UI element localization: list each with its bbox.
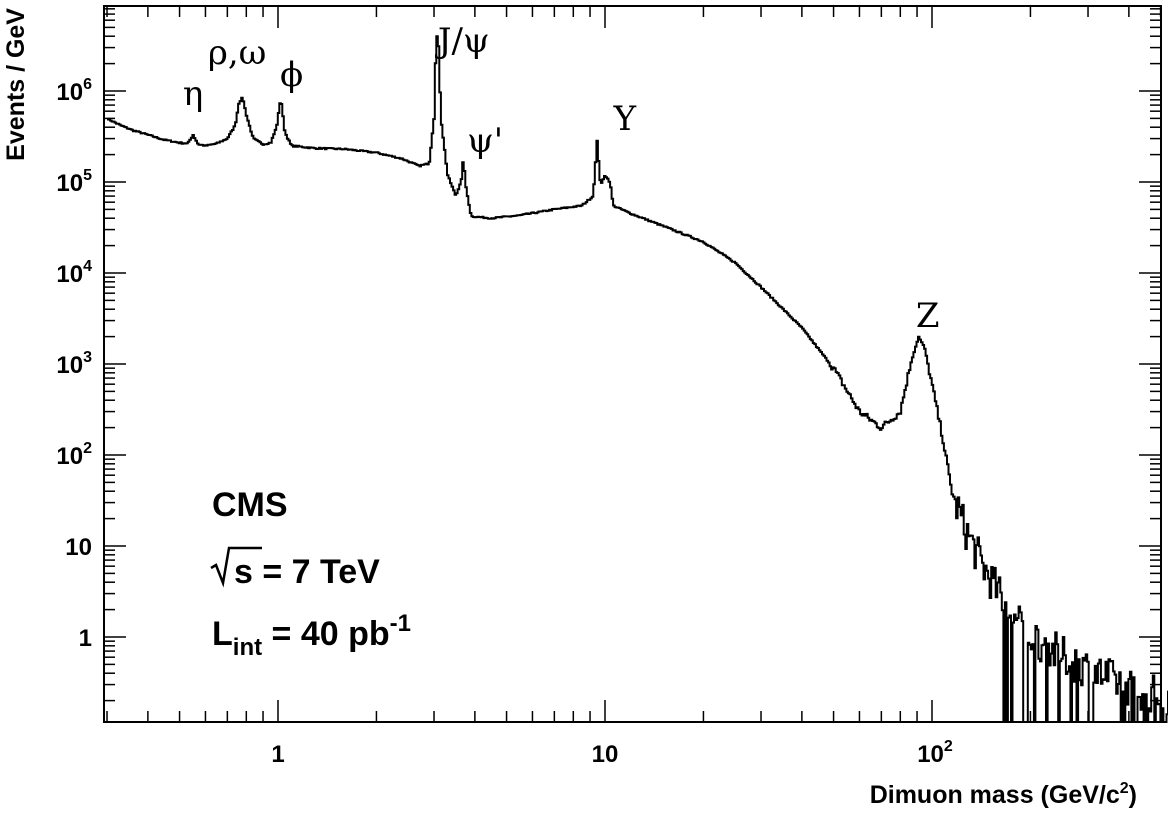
peak-label: Z: [916, 296, 940, 336]
y-tick-label: 105: [56, 167, 92, 197]
peak-label: ψ': [467, 121, 503, 161]
x-tick-label: 10: [592, 741, 619, 768]
peak-label: ρ,ω: [208, 33, 267, 73]
dimuon-spectrum-line: [107, 35, 1168, 723]
info-box: CMS s = 7 TeV Lint = 40 pb-1: [210, 486, 411, 661]
x-axis-tick-labels: 1 10 102: [271, 738, 953, 768]
x-tick-label: 102: [917, 738, 953, 768]
y-axis-ticks: [104, 8, 1161, 702]
y-tick-label: 106: [56, 76, 92, 106]
resonance-labels: ηρ,ω ϕ J/ψ ψ' Y Z: [183, 21, 940, 336]
y-tick-label: 103: [56, 349, 92, 379]
peak-label: J/ψ: [435, 21, 490, 61]
y-tick-label: 1: [79, 625, 92, 652]
x-tick-label: 1: [271, 741, 284, 768]
energy-label: s = 7 TeV: [234, 553, 380, 591]
x-axis-title: Dimuon mass (GeV/c2): [870, 780, 1137, 809]
y-axis-tick-labels: 1 10 102 103 104 105 106: [56, 76, 92, 652]
peak-label: ϕ: [280, 55, 303, 95]
sqrt-symbol: [210, 546, 262, 588]
y-tick-label: 104: [56, 258, 92, 288]
peak-label: η: [183, 74, 203, 114]
luminosity-label: Lint = 40 pb-1: [212, 610, 411, 661]
peak-label: Y: [613, 99, 637, 139]
y-axis-title: Events / GeV: [2, 8, 30, 161]
y-tick-label: 102: [56, 440, 92, 470]
experiment-label: CMS: [212, 486, 288, 524]
y-tick-label: 10: [65, 534, 92, 561]
